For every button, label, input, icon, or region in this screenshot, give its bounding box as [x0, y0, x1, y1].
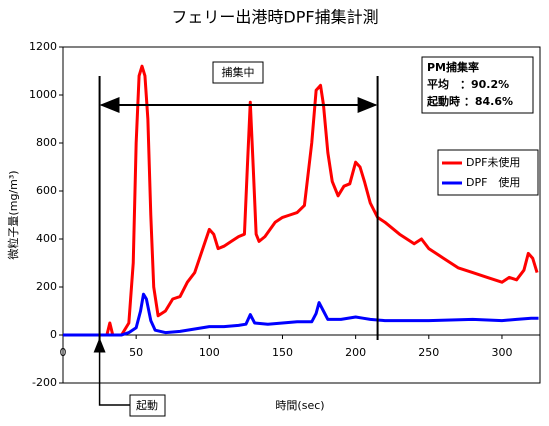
- x-tick-label: 100: [199, 346, 220, 359]
- y-tick-label: 200: [36, 280, 57, 293]
- start-label: 起動: [136, 398, 158, 412]
- chart-title: フェリー出港時DPF捕集計測: [171, 8, 378, 27]
- legend-label: DPF未使用: [466, 156, 520, 169]
- y-tick-label: -200: [32, 376, 57, 389]
- y-tick-label: 400: [36, 232, 57, 245]
- legend-label: DPF 使用: [466, 176, 520, 189]
- y-tick-label: 800: [36, 136, 57, 149]
- plot-frame: [62, 46, 541, 384]
- x-tick-label: 50: [129, 346, 143, 359]
- start-arrow: [93, 337, 130, 406]
- y-tick-label: 600: [36, 184, 57, 197]
- x-tick-label: 0: [60, 346, 67, 359]
- legend: [437, 149, 539, 196]
- start-label-box: [129, 394, 166, 417]
- x-tick-label: 250: [418, 346, 439, 359]
- span-label-box: [212, 61, 264, 84]
- info-line: 起動時 ：84.6%: [426, 94, 513, 108]
- info-line: PM捕集率: [427, 60, 479, 74]
- info-box: [421, 56, 534, 114]
- y-tick-label: 1000: [29, 88, 57, 101]
- y-tick-label: 0: [50, 328, 57, 341]
- x-tick-label: 150: [272, 346, 293, 359]
- y-tick-label: 1200: [29, 40, 57, 53]
- x-axis-label: 時間(sec): [275, 399, 324, 412]
- line-series: [63, 292, 539, 337]
- info-line: 平均 ：90.2%: [427, 77, 509, 91]
- x-tick-label: 200: [345, 346, 366, 359]
- x-tick-label: 300: [491, 346, 512, 359]
- y-axis-label: 微粒子量(mg/m³): [6, 170, 20, 259]
- span-label: 捕集中: [222, 65, 255, 79]
